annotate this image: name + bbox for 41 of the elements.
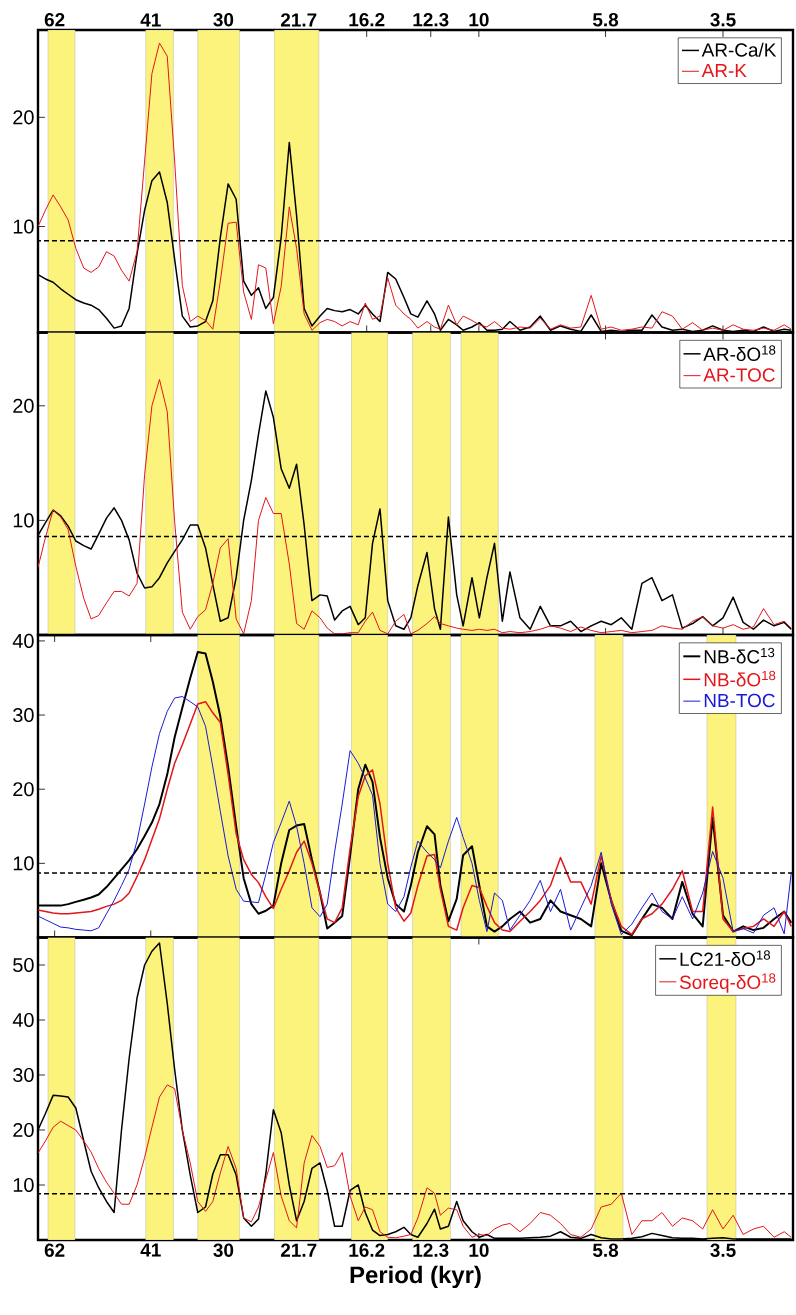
legend-label: AR-TOC — [703, 368, 775, 382]
x-tick-label: 30 — [213, 1243, 234, 1257]
x-tick-label: 12.3 — [413, 13, 449, 27]
legend-label: NB-TOC — [704, 693, 775, 708]
x-tick-label: 3.5 — [710, 1243, 736, 1257]
legend-label: AR-δO$^{18}$ — [703, 345, 776, 362]
legend-label: AR-K — [701, 64, 747, 78]
legend-label: AR-Ca/K — [701, 42, 777, 57]
legend-label: LC21-δO$^{18}$ — [680, 950, 771, 967]
x-axis-title: Period (kyr) — [350, 1265, 481, 1289]
y-tick-label: 20 — [13, 398, 34, 413]
legend-label: NB-δC$^{13}$ — [704, 647, 775, 664]
x-tick-label: 30 — [213, 13, 234, 27]
x-tick-label: 21.7 — [280, 1243, 317, 1257]
y-tick-label: 20 — [13, 1122, 34, 1138]
y-tick-label: 20 — [13, 110, 34, 125]
x-tick-label: 16.2 — [349, 1243, 385, 1257]
x-tick-label: 21.7 — [280, 13, 317, 27]
y-tick-label: 10 — [13, 513, 34, 528]
x-tick-label: 41 — [140, 13, 161, 27]
x-tick-label: 62 — [44, 1243, 65, 1257]
y-tick-label: 10 — [13, 219, 34, 234]
x-tick-label: 41 — [140, 1243, 161, 1257]
x-tick-label: 16.2 — [349, 13, 385, 27]
x-tick-label: 10 — [469, 13, 489, 27]
y-tick-label: 40 — [12, 633, 34, 648]
y-tick-label: 30 — [13, 1067, 34, 1083]
x-tick-label: 5.8 — [592, 13, 619, 27]
legend-label: Soreq-δO$^{18}$ — [679, 973, 776, 993]
y-tick-label: 40 — [12, 1012, 34, 1028]
legend-label: NB-δO$^{18}$ — [704, 670, 776, 687]
y-tick-label: 10 — [13, 856, 34, 871]
y-tick-label: 50 — [13, 957, 34, 973]
x-tick-label: 62 — [44, 13, 65, 27]
y-tick-label: 20 — [13, 782, 34, 797]
x-tick-label: 3.5 — [710, 13, 736, 27]
x-tick-label: 10 — [469, 1243, 489, 1257]
y-tick-label: 30 — [13, 708, 34, 723]
x-tick-label: 5.8 — [592, 1243, 619, 1257]
x-tick-label: 12.3 — [413, 1243, 449, 1257]
y-tick-label: 10 — [13, 1177, 34, 1193]
